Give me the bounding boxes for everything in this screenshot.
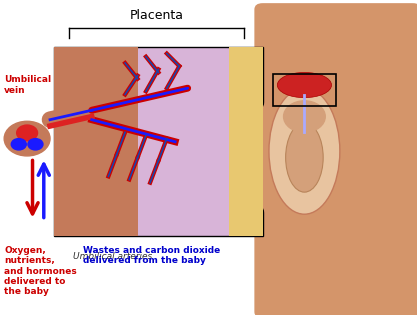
FancyBboxPatch shape bbox=[229, 47, 263, 236]
Text: Umbilical arteries: Umbilical arteries bbox=[73, 252, 152, 261]
FancyBboxPatch shape bbox=[54, 47, 263, 236]
Ellipse shape bbox=[254, 71, 346, 244]
Bar bbox=[273, 74, 336, 106]
Text: Placenta: Placenta bbox=[129, 9, 183, 22]
Circle shape bbox=[284, 101, 325, 132]
FancyBboxPatch shape bbox=[54, 47, 138, 236]
Text: Umbilical
vein: Umbilical vein bbox=[4, 75, 51, 95]
Circle shape bbox=[17, 125, 38, 141]
Text: Oxygen,
nutrients,
and hormones
delivered to
the baby: Oxygen, nutrients, and hormones delivere… bbox=[4, 246, 77, 296]
Circle shape bbox=[11, 139, 26, 150]
Text: Wastes and carbon dioxide
delivered from the baby: Wastes and carbon dioxide delivered from… bbox=[83, 246, 221, 265]
Circle shape bbox=[28, 139, 43, 150]
Circle shape bbox=[4, 121, 50, 156]
Ellipse shape bbox=[277, 72, 332, 98]
Ellipse shape bbox=[269, 88, 340, 214]
Ellipse shape bbox=[286, 123, 323, 192]
FancyBboxPatch shape bbox=[254, 3, 417, 315]
